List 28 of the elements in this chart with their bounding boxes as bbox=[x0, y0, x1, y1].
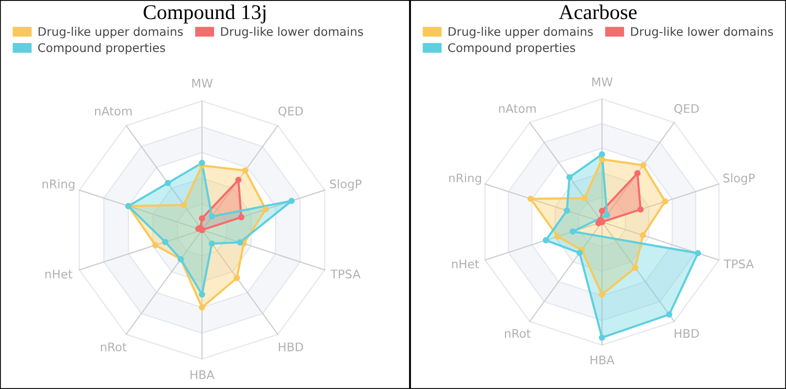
spoke-label: TPSA bbox=[724, 259, 754, 268]
spoke-label: nAtom bbox=[499, 104, 536, 113]
spoke-label: HBD bbox=[278, 342, 304, 352]
spoke-label: MW bbox=[592, 78, 613, 86]
chart-title: Compound 13j bbox=[144, 4, 266, 24]
spoke-label: HBA bbox=[590, 356, 614, 364]
spoke-label: nAtom bbox=[95, 106, 132, 116]
spoke-label: nRot bbox=[504, 329, 531, 338]
spoke-label: nRing bbox=[449, 173, 482, 185]
spoke-label: SlogP bbox=[723, 173, 755, 185]
spoke-label: nHet bbox=[45, 270, 72, 278]
spoke-label: nRot bbox=[100, 342, 127, 352]
spoke-label: TPSA bbox=[330, 270, 361, 278]
chart-title: Acarbose bbox=[558, 4, 637, 20]
spoke-label: QED bbox=[674, 104, 699, 114]
spoke-label: HBD bbox=[674, 329, 699, 338]
legend-label: Drug-like upper domains bbox=[448, 26, 593, 38]
spoke-label: nRing bbox=[42, 179, 74, 191]
spoke-label: QED bbox=[278, 106, 303, 117]
legend-label: Compound properties bbox=[448, 42, 576, 54]
spoke-label: MW bbox=[192, 78, 213, 88]
legend-label: Compound properties bbox=[38, 42, 166, 54]
legend-label: Drug-like lower domains bbox=[221, 26, 363, 38]
legend-label: Drug-like upper domains bbox=[38, 26, 183, 38]
legend-label: Drug-like lower domains bbox=[631, 26, 773, 38]
spoke-label: SlogP bbox=[330, 179, 362, 191]
spoke-label: nHet bbox=[452, 260, 479, 268]
spoke-label: HBA bbox=[190, 370, 214, 380]
